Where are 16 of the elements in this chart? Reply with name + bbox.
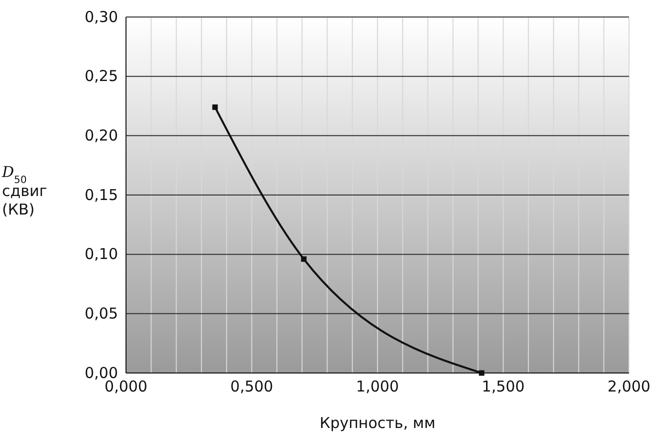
x-tick-label: 0,500 [230, 378, 274, 396]
y-tick-label: 0,20 [84, 126, 118, 144]
x-tick-label: 0,000 [104, 378, 148, 396]
x-tick-label: 1,500 [482, 378, 525, 396]
y-tick-label: 0,25 [84, 67, 118, 86]
x-axis-title: Крупность, мм [320, 414, 436, 432]
point [212, 104, 218, 110]
point [301, 256, 307, 262]
point [478, 370, 484, 376]
y-tick-label: 0,10 [84, 245, 118, 264]
y-tick-label: 0,15 [84, 186, 118, 204]
x-tick-label: 1,000 [356, 378, 399, 396]
x-tick-label: 2,000 [608, 378, 650, 396]
y-axis-title: D$_{50}$ сдвиг (КВ) [1, 163, 48, 219]
y-tick-label: 0,05 [84, 304, 118, 322]
y-tick-label: 0,30 [84, 8, 118, 26]
